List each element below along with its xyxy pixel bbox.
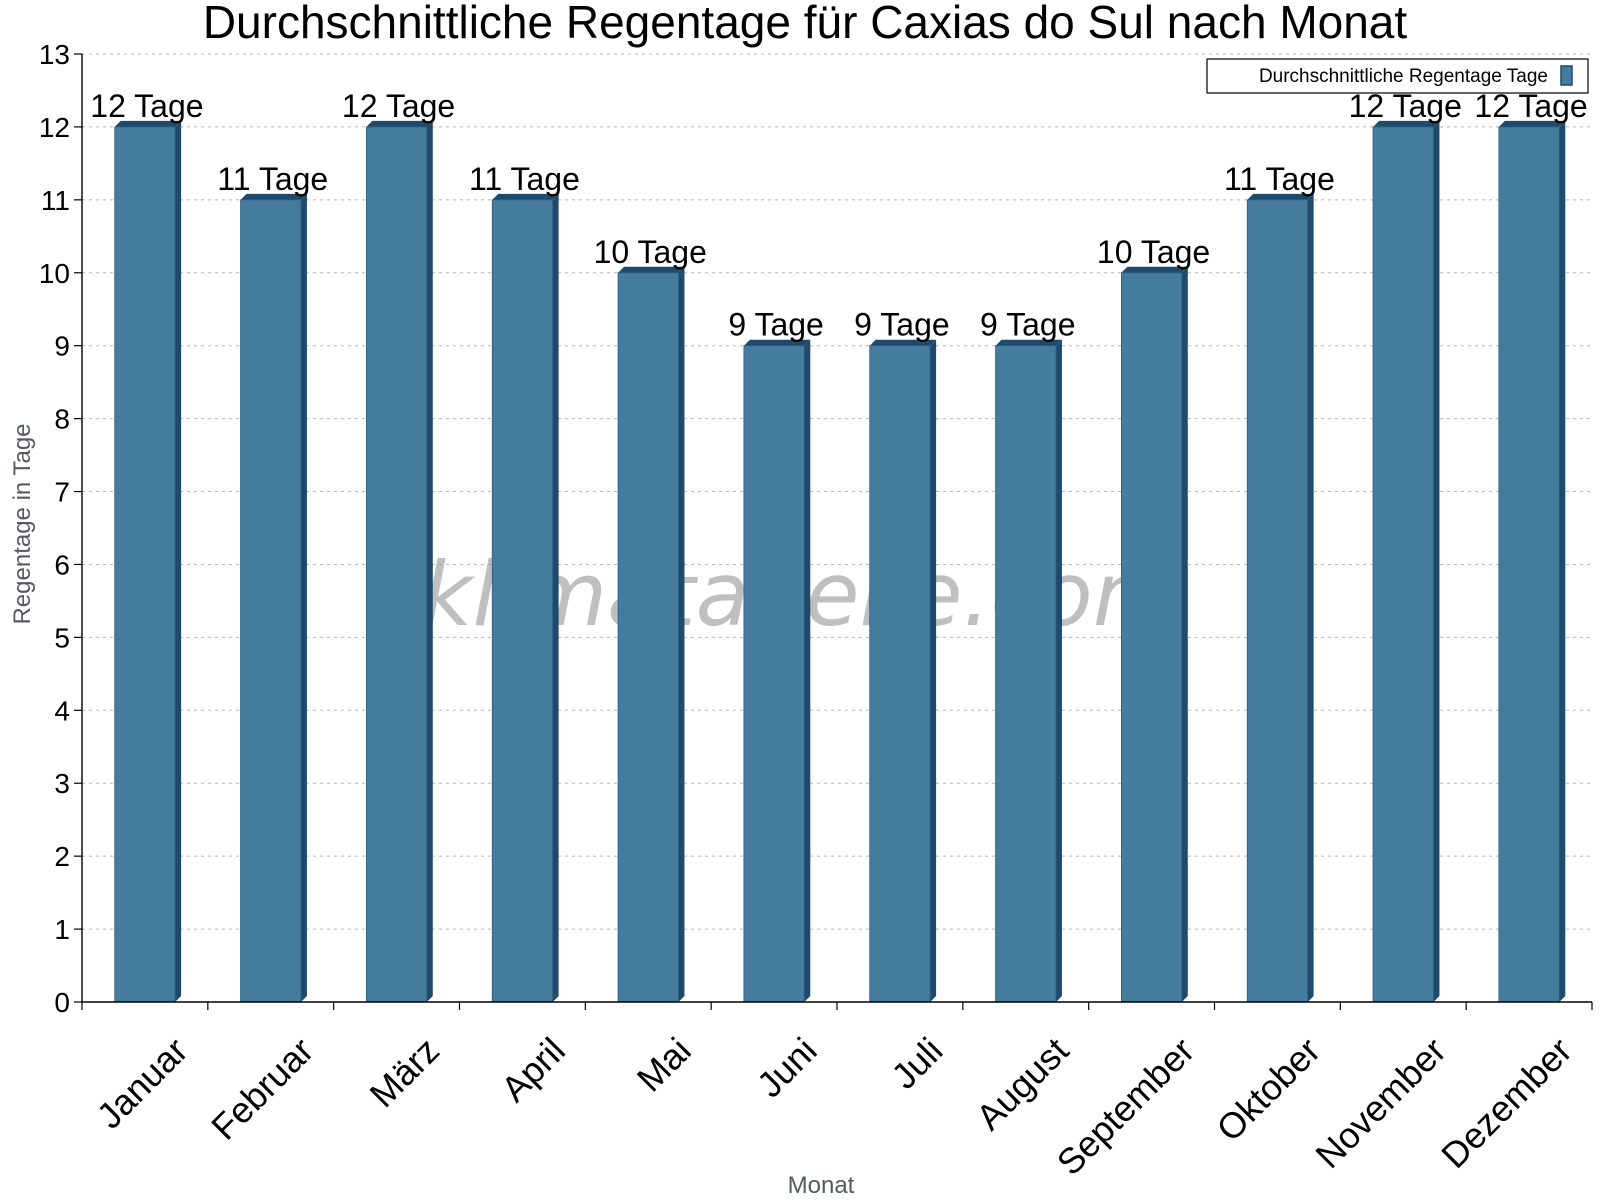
legend-label: Durchschnittliche Regentage Tage [1259,66,1548,87]
bar-side [552,193,559,1002]
y-tick-label: 6 [54,549,70,580]
x-tick-label: Januar [89,1030,196,1137]
bar-märz [365,126,428,1003]
bar-top [995,339,1062,346]
chart-title: Durchschnittliche Regentage für Caxias d… [203,0,1408,48]
x-tick-label: Februar [203,1030,321,1148]
bar-side [1559,120,1566,1002]
bar-oktober [1246,199,1309,1003]
y-tick-label: 7 [54,477,70,508]
bar-top [240,193,307,200]
y-tick-label: 5 [54,622,70,653]
data-label: 11 Tage [1224,161,1335,197]
bar-september [1120,272,1183,1003]
y-tick-label: 3 [54,768,70,799]
bar-august [995,345,1057,1003]
data-label: 12 Tage [90,88,203,124]
y-tick-label: 0 [54,987,70,1018]
bar-mai [617,272,679,1003]
bar-side [930,339,937,1002]
data-label: 10 Tage [594,234,707,270]
bar-april [491,199,554,1003]
y-axis-title: Regentage in Tage [9,423,36,624]
bar-top [1247,193,1314,200]
data-label: 9 Tage [728,307,824,343]
y-tick-label: 9 [54,331,70,362]
bar-top [743,339,811,346]
y-tick-label: 11 [41,185,70,216]
data-label: 12 Tage [1349,88,1462,124]
y-tick-label: 12 [39,112,70,143]
bars-layer [114,120,1566,1003]
bar-top [492,193,559,200]
bar-side [175,120,182,1002]
x-tick-label: Juni [749,1030,825,1106]
x-tick-label: Juli [883,1030,950,1097]
data-label: 11 Tage [217,161,328,197]
bar-side [804,339,811,1002]
bar-side [426,120,433,1002]
x-tick-label: September [1049,1030,1203,1184]
x-axis-title: Monat [788,1172,855,1199]
x-tick-label: Mai [629,1030,699,1100]
legend-box [1206,58,1589,94]
x-tick-label: März [362,1030,448,1116]
bar-side [1433,120,1440,1002]
data-label: 12 Tage [342,88,455,124]
bar-top [618,266,685,273]
data-label: 12 Tage [1474,88,1587,124]
data-label: 9 Tage [854,307,950,343]
legend-swatch [1560,65,1573,86]
y-tick-label: 13 [39,39,70,70]
y-tick-label: 4 [54,695,70,726]
bar-side [1055,339,1062,1002]
x-tick-label: Oktober [1208,1030,1328,1150]
bar-november [1372,126,1434,1003]
bar-dezember [1498,126,1560,1003]
y-tick-label: 2 [54,841,70,872]
bar-top [1373,120,1440,127]
bar-juli [869,345,931,1003]
data-label: 9 Tage [980,307,1076,343]
bar-januar [114,126,176,1003]
bar-top [1498,120,1566,127]
y-tick-label: 10 [39,258,70,289]
y-tick-label: 8 [54,404,70,435]
x-tick-label: August [968,1030,1076,1138]
bar-side [1181,266,1188,1002]
bar-side [300,193,307,1002]
x-tick-label: November [1307,1030,1453,1176]
bar-side [1307,193,1314,1002]
data-label: 11 Tage [469,161,580,197]
bar-top [114,120,182,127]
y-tick-label: 1 [54,914,70,945]
data-label: 10 Tage [1097,234,1210,270]
x-tick-label: Dezember [1433,1030,1579,1176]
bar-top [1121,266,1188,273]
bar-top [366,120,433,127]
bar-februar [240,199,302,1003]
bar-side [678,266,685,1002]
axes-layer [74,53,1593,1010]
x-tick-label: April [493,1030,573,1110]
legend: Durchschnittliche Regentage Tage [1206,58,1589,94]
bar-juni [743,345,805,1003]
bar-top [869,339,937,346]
